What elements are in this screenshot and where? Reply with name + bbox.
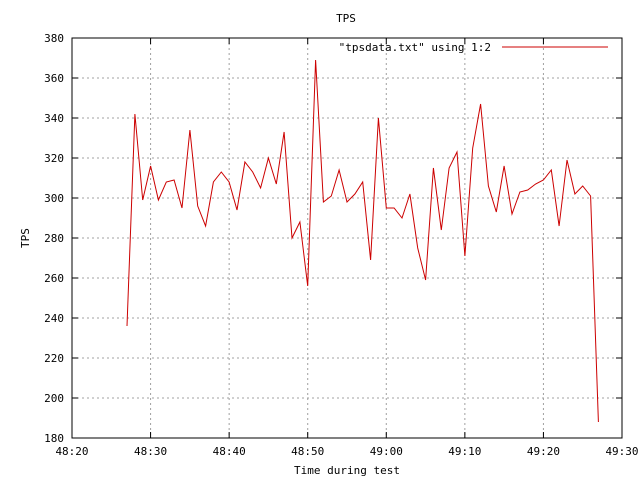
x-tick-label: 48:20 (55, 445, 88, 458)
y-tick-label: 320 (44, 152, 64, 165)
y-tick-label: 220 (44, 352, 64, 365)
y-tick-label: 260 (44, 272, 64, 285)
x-tick-label: 49:20 (527, 445, 560, 458)
legend: "tpsdata.txt" using 1:2 (339, 41, 608, 54)
x-tick-label: 49:00 (370, 445, 403, 458)
y-tick-label: 240 (44, 312, 64, 325)
x-axis-label: Time during test (294, 464, 400, 477)
y-tick-labels: 180 200 220 240 260 280 300 320 340 360 380 (44, 32, 64, 445)
y-tick-label: 200 (44, 392, 64, 405)
y-tick-label: 280 (44, 232, 64, 245)
series-line-tps (126, 59, 599, 423)
y-tick-label: 380 (44, 32, 64, 45)
legend-label: "tpsdata.txt" using 1:2 (339, 41, 491, 54)
plot-frame (71, 37, 623, 439)
y-tick-label: 180 (44, 432, 64, 445)
grid (72, 38, 622, 438)
x-tick-labels: 48:20 48:30 48:40 48:50 49:00 49:10 49:20 49:30 (55, 445, 638, 458)
y-axis-label: TPS (19, 228, 32, 248)
y-tick-label: 360 (44, 72, 64, 85)
x-tick-label: 48:40 (213, 445, 246, 458)
x-tick-label: 49:30 (605, 445, 638, 458)
x-tick-label: 48:50 (291, 445, 324, 458)
y-tick-label: 340 (44, 112, 64, 125)
y-tick-label: 300 (44, 192, 64, 205)
x-tick-label: 49:10 (448, 445, 481, 458)
chart-title: TPS (336, 12, 356, 25)
x-tick-label: 48:30 (134, 445, 167, 458)
series-group (126, 59, 599, 423)
